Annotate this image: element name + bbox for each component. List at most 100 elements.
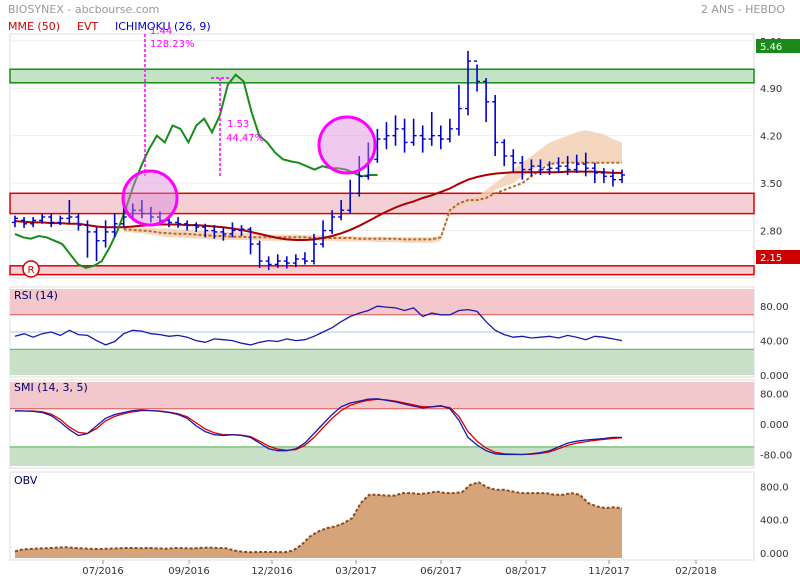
obv-panel: 800.0 400.0 0.000 — [9, 471, 789, 561]
highlight-circle-1 — [121, 169, 179, 227]
r-marker-icon — [22, 260, 40, 278]
price-bar — [247, 227, 254, 255]
obv-y-tick: 800.0 — [760, 482, 789, 493]
legend-evt: EVT — [77, 20, 98, 33]
price-bar — [437, 125, 444, 150]
price-bar — [301, 252, 308, 265]
x-axis: 07/2016 09/2016 12/2016 03/2017 06/2017 08/20… — [82, 560, 717, 577]
price-bar — [428, 111, 435, 146]
price-bar — [193, 222, 200, 232]
ichimoku-span-line — [123, 161, 622, 241]
obv-y-tick: 400.0 — [760, 516, 789, 527]
x-tick-label: 03/2017 — [335, 566, 377, 577]
price-bar — [211, 225, 218, 239]
x-tick-label: 07/2016 — [82, 566, 124, 577]
price-bar — [84, 220, 91, 258]
price-bar — [537, 159, 544, 175]
low-price-badge — [756, 250, 800, 264]
price-bar — [401, 118, 408, 153]
x-tick-label: 08/2017 — [505, 566, 547, 577]
price-bar — [12, 215, 18, 228]
x-tick-label: 09/2016 — [168, 566, 210, 577]
price-bar — [57, 215, 64, 226]
rsi-y-tick: 80.00 — [760, 302, 789, 313]
price-bar — [446, 118, 453, 143]
evt-line — [14, 73, 378, 269]
price-y-tick: 4.90 — [760, 84, 782, 95]
price-bar — [464, 50, 471, 116]
rsi-y-tick: 0.000 — [760, 371, 789, 382]
price-bar — [510, 149, 517, 173]
price-bar — [356, 156, 363, 197]
price-bar — [419, 125, 426, 153]
chart-source-label: BIOSYNEX - abcbourse.com — [8, 3, 159, 16]
r-marker-label: R — [28, 265, 35, 276]
last-price-label: 5.46 — [760, 42, 782, 53]
red-zone — [9, 265, 755, 276]
rsi-oversold-zone — [10, 349, 754, 375]
annotation-value-1: 1.44 — [150, 26, 172, 37]
rsi-y-tick: 40.00 — [760, 337, 789, 348]
price-bar — [102, 220, 109, 248]
price-bar — [274, 254, 281, 268]
mme-50-line — [14, 170, 622, 241]
period-label: 2 ANS - HEBDO — [701, 3, 785, 16]
last-price-badge — [756, 39, 800, 53]
price-bar — [374, 128, 381, 163]
price-bar — [347, 179, 354, 214]
price-bar — [111, 213, 118, 238]
price-bar — [555, 157, 562, 173]
price-bar — [609, 169, 616, 187]
smi-oversold-zone — [10, 446, 754, 466]
x-tick-label: 12/2016 — [251, 566, 293, 577]
price-y-tick: 4.20 — [760, 132, 782, 143]
price-bar — [256, 240, 263, 268]
price-bar — [147, 206, 154, 223]
annotation-percent-1: 128.23% — [150, 39, 195, 50]
price-bar — [310, 233, 317, 265]
obv-line — [14, 481, 623, 554]
highlight-circle-2 — [317, 115, 377, 175]
price-bar — [238, 225, 245, 236]
price-bar — [21, 217, 28, 228]
rsi-title: RSI (14) — [14, 289, 58, 302]
price-bar — [30, 217, 37, 228]
rsi-panel: 80.00 40.00 0.000 — [9, 286, 789, 382]
smi-line — [14, 398, 622, 456]
ichimoku-cloud — [123, 130, 622, 243]
price-bar — [75, 213, 82, 231]
price-bar — [573, 154, 580, 173]
price-bar — [265, 256, 272, 270]
obv-title: OBV — [14, 474, 38, 487]
price-bar — [564, 156, 571, 175]
price-bar — [455, 84, 462, 136]
price-bar — [528, 159, 535, 177]
price-bar — [483, 78, 490, 123]
price-bar — [39, 213, 46, 224]
legend-mme: MME (50) — [8, 20, 60, 33]
price-bar — [329, 210, 336, 234]
annotation-value-2: 1.53 — [227, 119, 249, 130]
legend-ichimoku: ICHIMOKU (26, 9) — [115, 20, 211, 33]
price-bar — [66, 200, 73, 224]
price-bar — [93, 227, 100, 262]
price-bar — [392, 115, 399, 146]
smi-y-tick: -80.00 — [760, 451, 792, 462]
price-bar — [546, 161, 553, 175]
price-bar — [383, 122, 390, 150]
price-bar — [582, 152, 589, 177]
price-bar — [600, 168, 607, 184]
obv-y-tick: 0.000 — [760, 549, 789, 560]
price-y-tick: 2.80 — [760, 227, 782, 238]
price-bar — [619, 169, 625, 184]
price-bar — [519, 156, 526, 180]
price-bar — [202, 223, 209, 238]
smi-y-tick: 80.00 — [760, 389, 789, 400]
price-bar — [492, 95, 499, 156]
price-bar — [229, 222, 236, 238]
price-bar — [175, 217, 182, 228]
annotation-percent-2: 44.47% — [226, 133, 264, 144]
x-tick-label: 11/2017 — [588, 566, 630, 577]
price-bar — [48, 213, 55, 228]
